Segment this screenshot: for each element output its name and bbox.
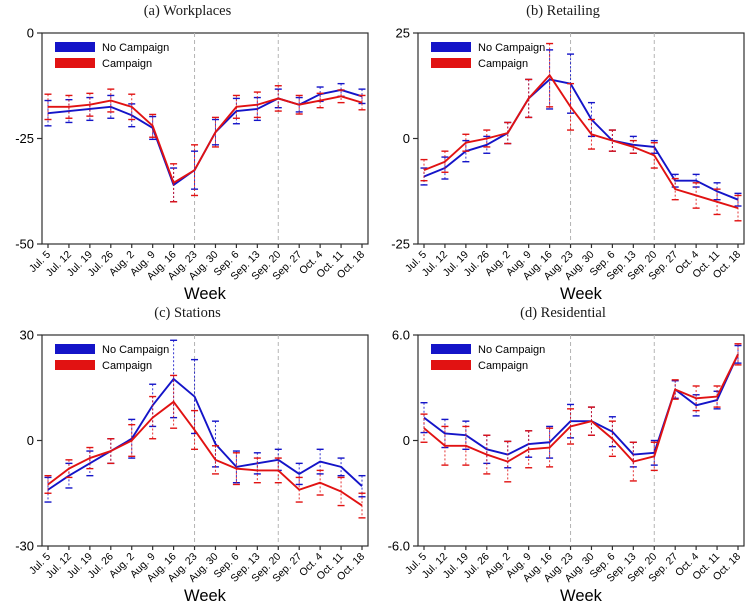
legend-swatch-no-campaign — [430, 42, 471, 52]
panel-d-title: (d) Residential — [520, 305, 606, 321]
plot-box — [416, 32, 745, 245]
y-tick-label: 6.0 — [391, 328, 409, 343]
x-axis-title: Week — [560, 587, 603, 604]
panel-d-residential: (d) Residential 6.0 0 -6.0 Jul. 5 Jul. 12 Jul… — [375, 302, 751, 605]
series-line-no-campaign — [422, 353, 739, 456]
y-tick-label: 0 — [27, 433, 34, 448]
legend-swatch-no-campaign — [430, 344, 471, 354]
series-line-no-campaign — [47, 378, 363, 491]
series-line-campaign — [47, 400, 363, 507]
legend-swatch-campaign — [430, 360, 471, 370]
panel-a-title: (a) Workplaces — [143, 3, 232, 19]
panel-a-workplaces: (a) Workplaces 0 -25 -50 Jul. 5 Jul. 12 Jul. … — [0, 0, 375, 302]
panel-c-stations: (c) Stations 30 0 -30 Jul. 5 Jul. 12 Jul. 19 J… — [0, 302, 375, 605]
legend-swatch-campaign — [430, 58, 471, 68]
legend-label-no-campaign: No Campaign — [102, 344, 169, 356]
y-tick-label: 0 — [27, 26, 34, 41]
legend-swatch-campaign — [55, 58, 95, 68]
series-line-no-campaign — [423, 78, 738, 201]
series-line-campaign — [423, 74, 738, 210]
x-axis-title: Week — [184, 285, 227, 302]
y-tick-label: 0 — [402, 433, 409, 448]
y-tick-label: 0 — [402, 131, 409, 146]
y-tick-label: -50 — [15, 237, 34, 252]
panel-c-title: (c) Stations — [154, 305, 221, 321]
legend-label-campaign: Campaign — [102, 360, 152, 372]
y-tick-label: -25 — [391, 237, 410, 252]
legend-label-no-campaign: No Campaign — [102, 42, 169, 54]
series-line-campaign — [422, 353, 739, 463]
x-axis-title: Week — [560, 285, 603, 302]
y-tick-label: -6.0 — [387, 539, 409, 554]
legend-label-no-campaign: No Campaign — [478, 344, 545, 356]
legend-swatch-no-campaign — [55, 344, 95, 354]
y-tick-label: 25 — [395, 26, 409, 41]
panel-b-retailing: (b) Retailing 25 0 -25 Jul. 5 Jul. 12 Jul. 19… — [375, 0, 751, 302]
series-line-campaign — [48, 95, 363, 184]
y-tick-label: 30 — [20, 328, 34, 343]
plot-box — [41, 32, 369, 245]
x-axis-title: Week — [184, 587, 227, 604]
legend-swatch-campaign — [55, 360, 95, 370]
legend-label-no-campaign: No Campaign — [478, 42, 545, 54]
y-tick-label: -25 — [15, 131, 34, 146]
legend-label-campaign: Campaign — [478, 360, 528, 372]
y-tick-label: -30 — [15, 539, 34, 554]
legend-swatch-no-campaign — [55, 42, 95, 52]
legend-label-campaign: Campaign — [478, 58, 528, 70]
legend-label-campaign: Campaign — [102, 58, 152, 70]
panel-b-title: (b) Retailing — [526, 3, 600, 19]
